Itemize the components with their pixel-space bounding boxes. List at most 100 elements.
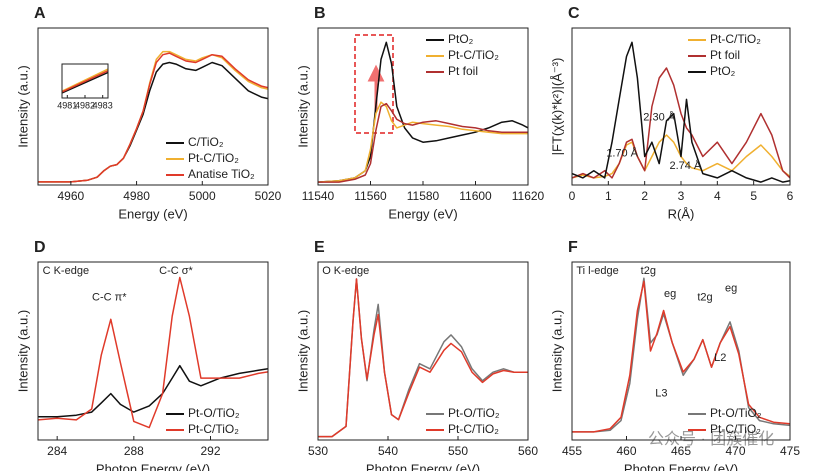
- annotation: 2.30 Å: [643, 110, 675, 123]
- legend-label: Pt-C/TiO₂: [448, 48, 499, 62]
- annotation: 1.70 Å: [606, 147, 638, 160]
- x-tick-label: 292: [200, 444, 220, 458]
- data-line: [38, 276, 268, 429]
- x-tick-label: 1: [605, 189, 612, 203]
- panel-letter: B: [314, 5, 326, 22]
- annotation: L3: [655, 388, 667, 400]
- x-axis-label: R(Å): [668, 206, 695, 221]
- x-tick-label: 4: [714, 189, 721, 203]
- legend-label: Pt-O/TiO₂: [710, 406, 762, 420]
- annotation: eg: [664, 288, 676, 300]
- data-line: [61, 70, 109, 93]
- x-axis-label: Photon Energy (eV): [96, 461, 210, 471]
- annotation: eg: [725, 283, 737, 295]
- y-axis-label: |FT(χ(k)*k²)|(Å⁻³): [549, 58, 564, 156]
- x-tick-label: 0: [569, 189, 576, 203]
- watermark: 公众号 · 团簇催化: [648, 430, 774, 448]
- annotation: Ti l-edge: [576, 265, 618, 277]
- x-tick-label: 465: [671, 444, 691, 458]
- x-tick-label: 288: [124, 444, 144, 458]
- y-axis-label: Intensity (a.u.): [295, 65, 310, 147]
- x-tick-label: 550: [448, 444, 468, 458]
- x-tick-label: 2: [641, 189, 648, 203]
- data-line: [318, 102, 528, 183]
- inset-tick-label: 4982: [75, 100, 95, 110]
- plot-frame: [37, 27, 269, 186]
- data-line: [318, 41, 528, 183]
- plot-area: [318, 41, 528, 183]
- annotation: t2g: [641, 265, 656, 277]
- legend-label: Pt foil: [448, 64, 478, 78]
- panel-letter: A: [34, 5, 46, 22]
- data-line: [572, 67, 790, 179]
- x-tick-label: 530: [308, 444, 328, 458]
- panel-letter: F: [568, 239, 578, 256]
- legend-label: Pt-C/TiO₂: [710, 422, 761, 436]
- x-tick-label: 4980: [123, 189, 150, 203]
- panel-letter: E: [314, 239, 325, 256]
- legend-label: Pt foil: [710, 48, 740, 62]
- y-axis-label: Intensity (a.u.): [295, 310, 310, 392]
- annotation: C-C σ*: [159, 265, 193, 277]
- data-line: [318, 278, 528, 438]
- annotation: L2: [714, 352, 726, 364]
- x-tick-label: 475: [780, 444, 800, 458]
- x-tick-label: 5020: [255, 189, 282, 203]
- data-line: [38, 364, 268, 418]
- x-tick-label: 455: [562, 444, 582, 458]
- data-line: [61, 68, 109, 92]
- legend-label: Pt-C/TiO₂: [448, 422, 499, 436]
- plot-area: [572, 277, 790, 433]
- x-tick-label: 4960: [58, 189, 85, 203]
- plot-area: [38, 276, 268, 429]
- data-line: [572, 280, 790, 433]
- legend-label: Pt-O/TiO₂: [188, 406, 240, 420]
- y-axis-label: Intensity (a.u.): [15, 65, 30, 147]
- annotation: O K-edge: [322, 265, 369, 277]
- x-tick-label: 11540: [302, 189, 335, 203]
- y-axis-label: Intensity (a.u.): [15, 310, 30, 392]
- x-axis-label: Energy (eV): [388, 206, 457, 221]
- data-line: [61, 71, 109, 94]
- x-axis-label: Photon Energy (eV): [366, 461, 480, 471]
- x-tick-label: 11580: [407, 189, 440, 203]
- x-tick-label: 560: [518, 444, 538, 458]
- panel-letter: D: [34, 239, 46, 256]
- plot-area: [572, 41, 790, 183]
- inset-tick-label: 4981: [57, 100, 77, 110]
- x-tick-label: 470: [725, 444, 745, 458]
- annotation: t2g: [697, 292, 712, 304]
- legend-label: Anatise TiO₂: [188, 167, 255, 181]
- x-tick-label: 5: [750, 189, 757, 203]
- x-tick-label: 11560: [354, 189, 387, 203]
- annotation: C K-edge: [43, 265, 89, 277]
- highlight-box: [354, 34, 394, 134]
- plot-area: [318, 278, 528, 438]
- plot-frame: [317, 261, 529, 441]
- x-tick-label: 460: [616, 444, 636, 458]
- x-axis-label: Energy (eV): [118, 206, 187, 221]
- legend-label: Pt-C/TiO₂: [710, 32, 761, 46]
- x-tick-label: 11600: [459, 189, 492, 203]
- plot-frame: [37, 261, 269, 441]
- x-tick-label: 11620: [512, 189, 545, 203]
- legend-label: PtO₂: [710, 64, 736, 78]
- inset-tick-label: 4983: [93, 100, 113, 110]
- legend-label: PtO₂: [448, 32, 474, 46]
- x-tick-label: 540: [378, 444, 398, 458]
- x-tick-label: 5000: [189, 189, 216, 203]
- data-line: [38, 52, 268, 183]
- annotation: 2.74 Å: [669, 159, 701, 172]
- x-tick-label: 284: [47, 444, 67, 458]
- legend-label: Pt-C/TiO₂: [188, 151, 239, 165]
- panel-letter: C: [568, 5, 580, 22]
- x-tick-label: 6: [787, 189, 794, 203]
- annotation: C-C π*: [92, 292, 127, 304]
- y-axis-label: Intensity (a.u.): [549, 310, 564, 392]
- x-axis-label: Photon Energy (eV): [624, 461, 738, 471]
- data-line: [572, 134, 790, 179]
- plot-area: [38, 50, 268, 183]
- legend-label: C/TiO₂: [188, 135, 224, 149]
